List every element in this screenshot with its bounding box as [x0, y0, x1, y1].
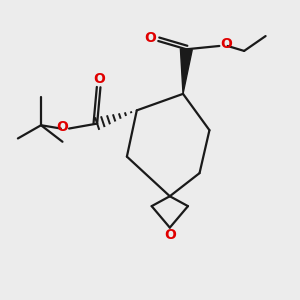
Text: O: O: [164, 228, 176, 242]
Text: O: O: [221, 37, 232, 51]
Polygon shape: [180, 49, 192, 94]
Text: O: O: [144, 31, 156, 45]
Text: O: O: [93, 72, 105, 86]
Text: O: O: [56, 120, 68, 134]
